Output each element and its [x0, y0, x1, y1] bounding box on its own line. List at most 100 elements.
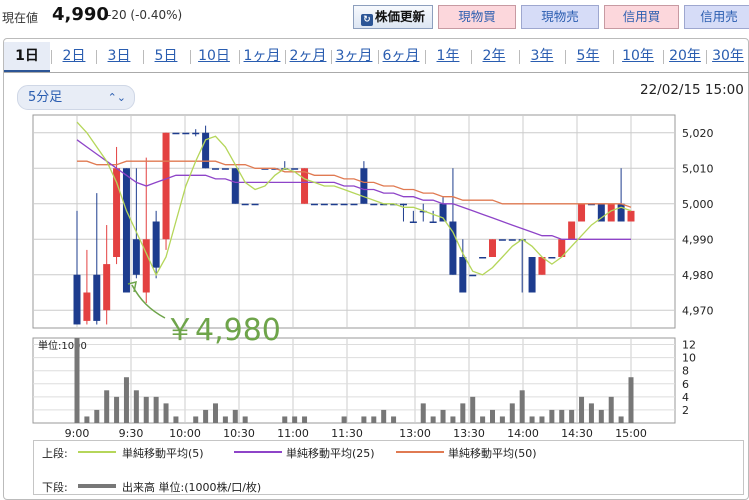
- volume-tick-label: 12: [682, 339, 696, 352]
- tab-8[interactable]: 6ヶ月: [382, 48, 420, 64]
- volume-bar: [588, 403, 594, 423]
- tab-divider: [4, 72, 749, 73]
- legend-upper-label: 上段:: [42, 447, 68, 460]
- candle-body: [578, 203, 586, 222]
- interval-select[interactable]: 5分足 ⌃⌄: [17, 85, 135, 110]
- tab-13[interactable]: 10年: [622, 48, 654, 64]
- volume-bar: [104, 390, 110, 423]
- candle-body: [617, 203, 625, 222]
- refresh-price-button[interactable]: ↻ 株価更新: [353, 5, 433, 29]
- cash-buy-button[interactable]: 現物買: [438, 5, 516, 29]
- ma50-line: [77, 160, 632, 208]
- candle-body: [202, 132, 210, 169]
- candle-body: [212, 168, 219, 170]
- chevron-updown-icon: ⌃⌄: [107, 91, 126, 104]
- tab-separator: [190, 50, 191, 64]
- tab-separator: [96, 50, 97, 64]
- volume-bar: [153, 396, 159, 423]
- header-bar: 現在値 4,990 -20 (-0.40%) ↻ 株価更新 現物買 現物売 信用買…: [0, 0, 749, 34]
- x-tick-label: 13:00: [399, 427, 431, 440]
- candle-body: [291, 168, 299, 170]
- ma5-line: [76, 121, 632, 277]
- volume-bar: [430, 416, 436, 423]
- candle-body: [301, 168, 309, 204]
- volume-bar: [628, 377, 634, 423]
- volume-bar: [480, 416, 486, 423]
- tab-separator: [285, 50, 286, 64]
- volume-bar: [371, 416, 377, 423]
- tab-1[interactable]: 2日: [62, 48, 86, 64]
- candle-body: [508, 239, 516, 241]
- tab-separator: [51, 50, 52, 64]
- candle-body: [182, 132, 190, 135]
- candle-body: [241, 203, 249, 206]
- candle-body: [469, 274, 477, 277]
- candle-body: [399, 203, 407, 206]
- volume-tick-label: 6: [682, 378, 689, 391]
- tab-12[interactable]: 5年: [576, 48, 600, 64]
- volume-bar: [490, 409, 495, 423]
- volume-bar: [143, 396, 149, 423]
- tab-14[interactable]: 20年: [669, 48, 701, 64]
- candle-body: [439, 203, 447, 222]
- refresh-icon: ↻: [360, 14, 373, 26]
- margin-buy-button[interactable]: 信用買: [604, 5, 679, 29]
- y-tick-label: 4,990: [682, 233, 714, 246]
- tab-4[interactable]: 10日: [198, 48, 230, 64]
- candle-body: [627, 210, 635, 222]
- volume-bar: [509, 403, 515, 423]
- tab-10[interactable]: 2年: [482, 48, 506, 64]
- candle-body: [93, 274, 101, 321]
- price-annotation: ￥4,980: [165, 313, 281, 348]
- price-change: -20 (-0.40%): [107, 8, 183, 22]
- volume-bar: [222, 416, 228, 423]
- candle-body: [548, 257, 556, 259]
- y-tick-label: 5,000: [682, 198, 714, 211]
- candle-body: [429, 221, 437, 223]
- tab-separator: [378, 50, 379, 64]
- legend-volume-swatch: [78, 484, 116, 488]
- y-tick-label: 4,980: [682, 269, 714, 282]
- candle-body: [192, 132, 200, 135]
- tab-5[interactable]: 1ヶ月: [243, 48, 281, 64]
- candle-body: [489, 239, 496, 257]
- tab-separator: [613, 50, 614, 64]
- y-tick-label: 5,020: [682, 127, 714, 140]
- tab-2[interactable]: 3日: [107, 48, 131, 64]
- volume-bar: [608, 396, 614, 423]
- tab-15[interactable]: 30年: [712, 48, 744, 64]
- tab-separator: [331, 50, 332, 64]
- tab-separator: [425, 50, 426, 64]
- candle-body: [122, 168, 130, 293]
- legend-ma25-swatch: [234, 451, 282, 453]
- tab-3[interactable]: 5日: [154, 48, 178, 64]
- ma25-line: [76, 139, 631, 240]
- interval-value: 5分足: [28, 90, 63, 105]
- candle-body: [162, 132, 170, 240]
- tab-9[interactable]: 1年: [436, 48, 460, 64]
- volume-bar: [193, 416, 199, 423]
- volume-bar: [361, 416, 367, 423]
- tab-6[interactable]: 2ヶ月: [289, 48, 327, 64]
- volume-tick-label: 8: [682, 365, 689, 378]
- tab-11[interactable]: 3年: [530, 48, 554, 64]
- tab-7[interactable]: 3ヶ月: [335, 48, 373, 64]
- volume-bar: [391, 416, 397, 423]
- volume-bar: [282, 416, 288, 423]
- x-tick-label: 15:00: [615, 427, 647, 440]
- candle-body: [340, 203, 348, 206]
- margin-sell-button[interactable]: 信用売: [684, 5, 749, 29]
- cash-sell-button[interactable]: 現物売: [521, 5, 599, 29]
- tab-0[interactable]: 1日: [4, 42, 50, 72]
- candle-body: [142, 239, 150, 293]
- candle-body: [310, 203, 318, 206]
- x-tick-label: 9:30: [119, 427, 144, 440]
- candle-body: [132, 239, 140, 275]
- volume-pane: [32, 337, 676, 424]
- candle-body: [73, 274, 81, 325]
- x-tick-label: 10:00: [169, 427, 201, 440]
- candle-body: [597, 203, 605, 222]
- y-tick-label: 5,010: [682, 162, 714, 175]
- tab-separator: [471, 50, 472, 64]
